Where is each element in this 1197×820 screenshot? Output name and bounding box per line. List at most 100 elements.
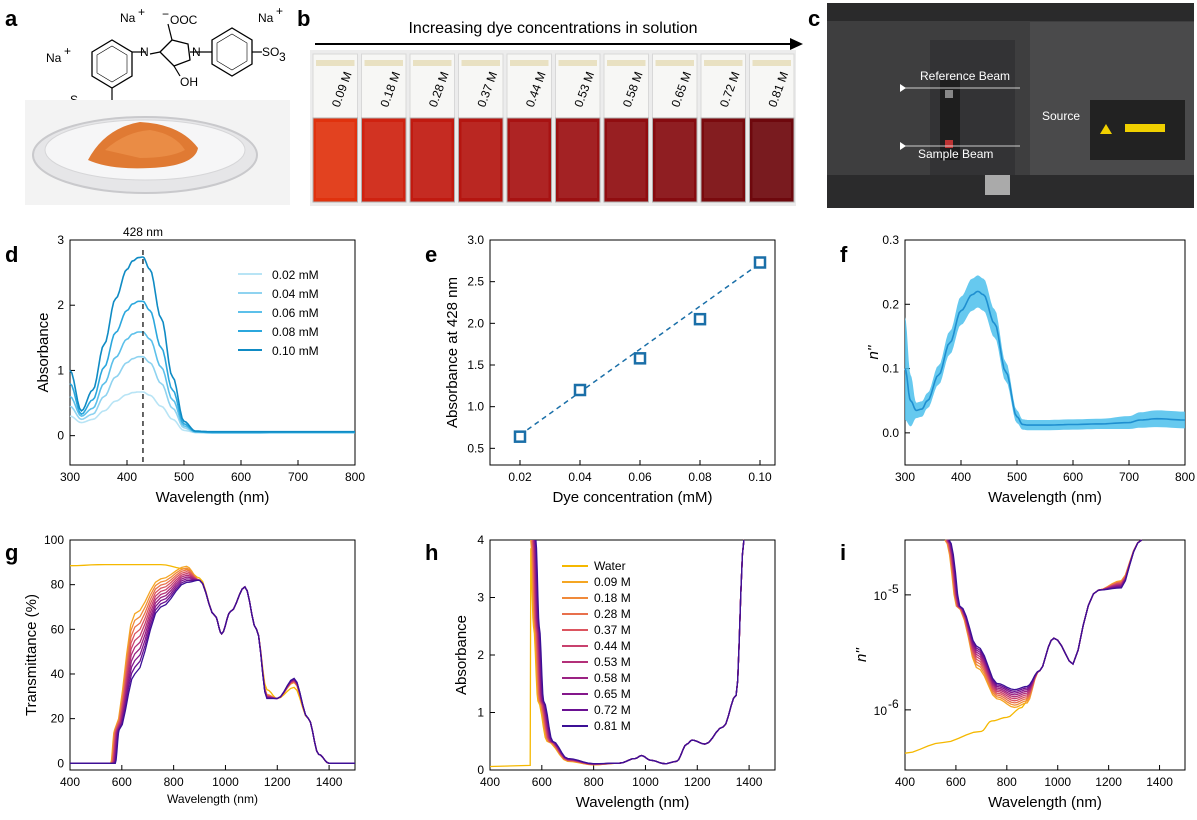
y-tick-label: 1.0 [467, 400, 484, 414]
y-tick-label: 2.0 [467, 316, 484, 330]
x-tick-label: 700 [288, 470, 308, 484]
svg-text:+: + [276, 4, 283, 18]
svg-text:−: − [162, 7, 169, 21]
y-axis-title: n'' [853, 647, 870, 662]
error-band [905, 275, 1185, 431]
absorbance-line [531, 539, 745, 766]
x-tick-label: 600 [946, 775, 966, 789]
legend-label: 0.04 mM [272, 287, 319, 301]
x-tick-label: 0.04 [568, 470, 592, 484]
legend-label: 0.18 M [594, 591, 631, 605]
legend-label: 0.58 M [594, 671, 631, 685]
x-tick-label: 800 [584, 775, 604, 789]
transmittance-line [70, 574, 355, 764]
panel-letter-b: b [297, 6, 310, 31]
y-tick-label: 3.0 [467, 233, 484, 247]
cuvette-glare [461, 122, 500, 198]
legend-label: 0.08 mM [272, 325, 319, 339]
legend-label: 0.02 mM [272, 268, 319, 282]
x-tick-label: 400 [117, 470, 137, 484]
y-tick-label: 1.5 [467, 358, 484, 372]
chart-transmittance: 400 600 800 1000 1200 1400 0 20 40 60 80 100 Wavelen… [23, 533, 356, 806]
legend-label: Water [594, 559, 626, 573]
x-tick-label: 0.10 [748, 470, 772, 484]
cuvette-rim [558, 60, 597, 66]
n-imag-line [948, 539, 1143, 691]
plot-frame [69, 239, 356, 466]
spectrometer-photo: Reference Beam Source Sample Beam [827, 3, 1194, 208]
data-point [753, 256, 767, 269]
x-tick-label: 1400 [1146, 775, 1173, 789]
cuvette-rim [510, 60, 549, 66]
legend-label: 0.53 M [594, 655, 631, 669]
legend-label: 0.81 M [594, 719, 631, 733]
plot-frame [69, 539, 356, 771]
x-tick-label: 1000 [1044, 775, 1071, 789]
transmittance-line [70, 578, 355, 764]
cuvette-glare [510, 122, 549, 198]
y-tick-label: 100 [44, 533, 64, 547]
legend-label: 0.06 mM [272, 306, 319, 320]
x-tick-label: 800 [997, 775, 1017, 789]
source-label: Source [1042, 109, 1080, 123]
x-tick-label: 1200 [1095, 775, 1122, 789]
svg-text:SO: SO [262, 45, 279, 59]
x-axis-title: Wavelength (nm) [167, 792, 258, 806]
n-imag-line [945, 539, 1143, 702]
x-tick-label: 1000 [632, 775, 659, 789]
y-tick-label: 0.1 [882, 362, 899, 376]
transmittance-line [70, 569, 355, 764]
absorbance-line [532, 539, 745, 765]
y-tick-label: 3 [477, 591, 484, 605]
y-axis-title: n'' [865, 344, 882, 359]
y-tick-label: 0.5 [467, 441, 484, 455]
transmittance-line [70, 579, 355, 764]
y-axis-title: Transmittance (%) [23, 594, 40, 716]
absorbance-line [534, 539, 745, 765]
x-tick-label: 400 [480, 775, 500, 789]
x-tick-label: 300 [895, 470, 915, 484]
sample-beam-label: Sample Beam [918, 147, 993, 161]
transmittance-line [70, 579, 355, 764]
x-tick-label: 800 [345, 470, 365, 484]
cuvette-liquid [700, 117, 746, 203]
svg-text:OH: OH [180, 75, 198, 89]
chart-absorbance-nir: 400 600 800 1000 1200 1400 0 1 2 3 4 Water 0.09 M 0.1… [453, 533, 776, 811]
data-point [633, 352, 647, 365]
cuvette-liquid [652, 117, 698, 203]
absorbance-line [533, 539, 745, 765]
cuvette-liquid [749, 117, 795, 203]
fit-line [519, 262, 761, 436]
absorbance-line [530, 539, 745, 766]
series-line-0.02 mM [69, 391, 355, 434]
x-axis-title: Wavelength (nm) [988, 794, 1102, 811]
arrow-head-icon [790, 38, 803, 50]
transmittance-line [70, 572, 355, 764]
cuvette-glare [413, 122, 452, 198]
panel-letter-g: g [5, 540, 18, 565]
series-line-0.08 mM [69, 300, 355, 434]
y-tick-label: 10 [874, 704, 888, 718]
cuvette-glare [655, 122, 694, 198]
cuvette-glare [558, 122, 597, 198]
n-imag-line [947, 539, 1143, 694]
data-point [573, 383, 587, 397]
y-tick-label: 0 [57, 429, 64, 443]
cuvette-rim [655, 60, 694, 66]
cuvette-glare [607, 122, 646, 198]
panel-letter-f: f [840, 242, 848, 267]
y-tick-label: 2 [57, 298, 64, 312]
y-tick-label: 0 [57, 756, 64, 770]
transmittance-line [70, 571, 355, 764]
panel-letter-h: h [425, 540, 438, 565]
panel-letter-i: i [840, 540, 846, 565]
x-tick-label: 1000 [212, 775, 239, 789]
svg-text:3: 3 [279, 50, 286, 64]
chemical-structure: Na + − OOC Na + Na + O S SO 3 N OH N [46, 4, 286, 115]
cuvette-rim [704, 60, 743, 66]
legend-label: 0.28 M [594, 607, 631, 621]
chart-n-imag-visible: 300 400 500 600 700 800 0.0 0.1 0.2 0.3 Wavelength… [865, 233, 1195, 506]
cuvette-rim [364, 60, 403, 66]
n-imag-line [947, 539, 1143, 696]
data-point [513, 430, 527, 443]
